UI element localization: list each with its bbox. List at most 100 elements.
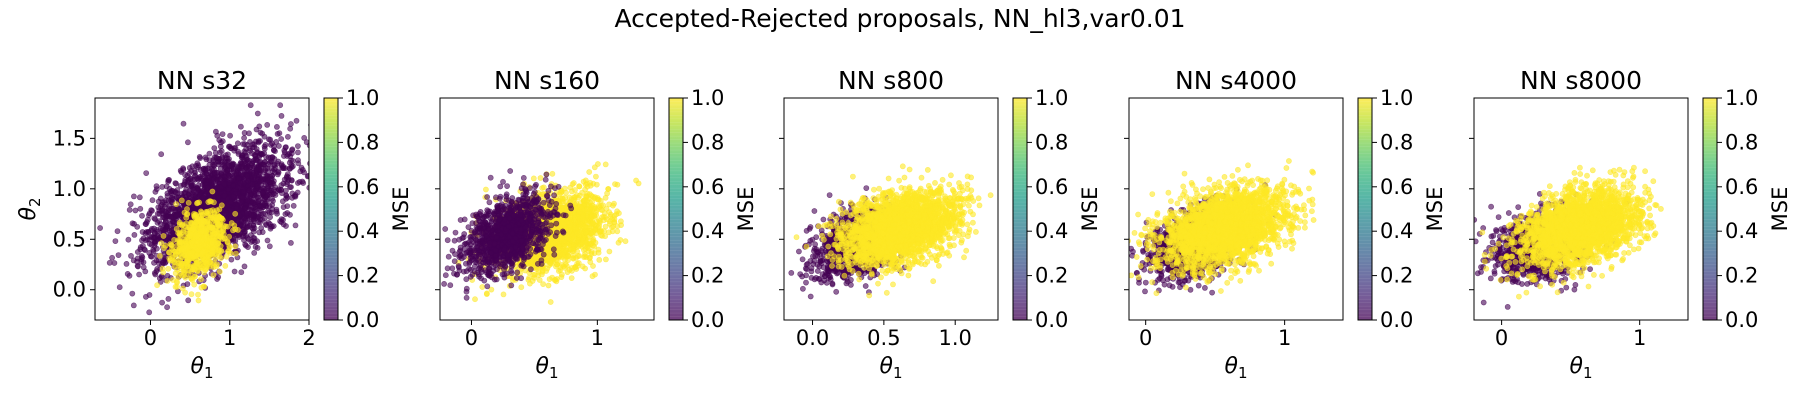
point-mse-low	[144, 220, 149, 225]
point-mse-high	[166, 266, 171, 271]
point-mse-high	[186, 200, 191, 205]
point-mse-high	[472, 297, 477, 302]
point-mse-low	[267, 204, 272, 209]
point-mse-high	[519, 285, 524, 290]
point-mse-high	[233, 251, 238, 256]
point-mse-low	[116, 253, 121, 258]
point-mse-high	[178, 266, 183, 271]
point-mse-low	[250, 182, 255, 187]
point-mse-high	[217, 269, 222, 274]
point-mse-low	[159, 152, 164, 157]
point-mse-low	[139, 253, 144, 258]
colorbar-tick-label: 0.4	[346, 219, 379, 243]
point-mse-high	[182, 248, 187, 253]
point-mse-high	[184, 215, 189, 220]
point-mse-high	[538, 175, 543, 180]
point-mse-low	[255, 245, 260, 250]
point-mse-low	[138, 206, 143, 211]
point-mse-low	[203, 155, 208, 160]
point-mse-high	[590, 274, 595, 279]
scatter-points	[98, 91, 363, 315]
point-mse-low	[290, 147, 295, 152]
point-mse-high	[215, 245, 220, 250]
point-mse-high	[575, 263, 580, 268]
point-mse-low	[307, 161, 312, 166]
point-mse-high	[187, 251, 192, 256]
point-mse-high	[531, 176, 536, 181]
point-mse-low	[165, 305, 170, 310]
point-mse-low	[243, 154, 248, 159]
point-mse-high	[195, 292, 200, 297]
point-mse-low	[130, 291, 135, 296]
point-mse-high	[603, 257, 608, 262]
point-mse-low	[166, 178, 171, 183]
point-mse-low	[137, 195, 142, 200]
point-mse-low	[295, 180, 300, 185]
point-mse-low	[127, 207, 132, 212]
point-mse-low	[267, 244, 272, 249]
point-mse-low	[139, 213, 144, 218]
point-mse-low	[160, 274, 165, 279]
point-mse-low	[299, 165, 304, 170]
point-mse-high	[581, 247, 586, 252]
point-mse-low	[229, 257, 234, 262]
point-mse-low	[138, 245, 143, 250]
point-mse-high	[484, 292, 489, 297]
point-mse-high	[615, 209, 620, 214]
point-mse-high	[191, 265, 196, 270]
point-mse-low	[147, 211, 152, 216]
y-tick-label: 1.0	[53, 177, 86, 201]
point-mse-low	[242, 130, 247, 135]
point-mse-high	[480, 284, 485, 289]
point-mse-low	[241, 189, 246, 194]
y-axis-label-subscript: 2	[26, 197, 44, 207]
point-mse-high	[211, 273, 216, 278]
point-mse-low	[149, 228, 154, 233]
point-mse-low	[201, 167, 206, 172]
y-tick-label: 0.5	[53, 227, 86, 251]
point-mse-high	[168, 241, 173, 246]
x-tick-label: 2	[302, 326, 315, 350]
x-axis-label-symbol: θ	[190, 354, 204, 379]
point-mse-high	[598, 198, 603, 203]
point-mse-low	[158, 226, 163, 231]
point-mse-low	[274, 91, 279, 96]
point-mse-high	[195, 240, 200, 245]
point-mse-low	[272, 149, 277, 154]
point-mse-low	[232, 269, 237, 274]
point-mse-high	[161, 233, 166, 238]
point-mse-high	[210, 189, 215, 194]
point-mse-low	[131, 258, 136, 263]
point-mse-high	[216, 222, 221, 227]
point-mse-high	[612, 217, 617, 222]
point-mse-low	[220, 132, 225, 137]
point-mse-high	[541, 282, 546, 287]
point-mse-high	[192, 282, 197, 287]
point-mse-low	[265, 122, 270, 127]
point-mse-low	[152, 270, 157, 275]
point-mse-low	[247, 188, 252, 193]
point-mse-low	[232, 233, 237, 238]
point-mse-low	[135, 264, 140, 269]
point-mse-high	[174, 202, 179, 207]
point-mse-low	[211, 178, 216, 183]
point-mse-high	[198, 277, 203, 282]
point-mse-low	[258, 130, 263, 135]
point-mse-low	[278, 188, 283, 193]
point-mse-low	[223, 153, 228, 158]
point-mse-low	[195, 187, 200, 192]
point-mse-high	[205, 209, 210, 214]
point-mse-low	[293, 223, 298, 228]
point-mse-low	[295, 150, 300, 155]
point-mse-low	[218, 177, 223, 182]
point-mse-high	[572, 187, 577, 192]
y-tick-label: 0.0	[53, 278, 86, 302]
point-mse-low	[276, 143, 281, 148]
point-mse-low	[262, 216, 267, 221]
point-mse-high	[208, 232, 213, 237]
point-mse-high	[183, 253, 188, 258]
point-mse-low	[115, 229, 120, 234]
point-mse-low	[137, 272, 142, 277]
point-mse-low	[239, 270, 244, 275]
